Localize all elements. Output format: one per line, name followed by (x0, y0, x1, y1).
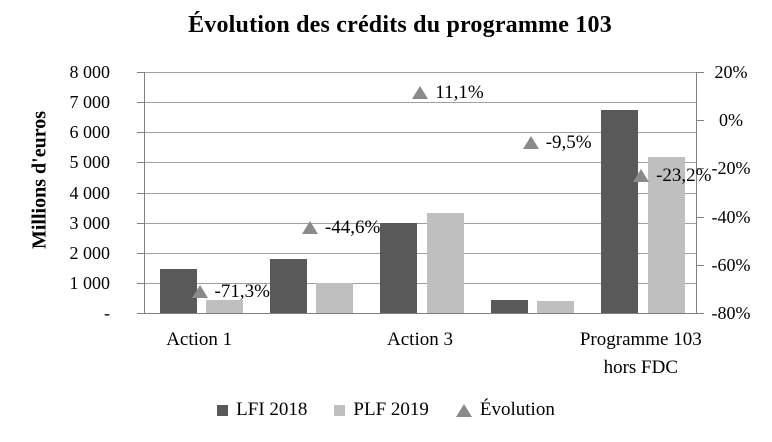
legend-label-plf-2019: PLF 2019 (353, 399, 429, 420)
y-axis-tick (137, 132, 144, 134)
gridline (144, 102, 696, 104)
right-axis-tick-label: 20% (714, 62, 748, 82)
bar-lfi-2018-g1 (159, 269, 197, 313)
gridline (144, 72, 696, 73)
y-axis-tick-label: - (104, 303, 110, 323)
evolution-label-g4: -9,5% (545, 132, 592, 154)
evolution-marker-g2 (301, 220, 318, 234)
evolution-label-g2: -44,6% (324, 216, 381, 238)
evolution-label-g3: 11,1% (435, 82, 484, 104)
evolution-marker-g5 (633, 169, 650, 183)
y-axis-tick (137, 162, 144, 164)
right-axis-tick (697, 216, 704, 218)
bar-plf-2019-g3 (426, 212, 464, 313)
evolution-triangle-icon (455, 403, 472, 417)
bar-lfi-2018-g2 (269, 258, 307, 313)
legend: LFI 2018 PLF 2019 Évolution (0, 397, 772, 423)
right-axis-tick-label: -20% (711, 158, 751, 179)
y-axis-tick-label: 8 000 (69, 62, 111, 82)
y-axis-tick-label: 2 000 (69, 242, 111, 263)
right-axis-line (696, 72, 697, 313)
bar-lfi-2018-g5 (601, 109, 639, 313)
gridline (144, 162, 696, 164)
plf-2019-swatch-icon (334, 404, 346, 416)
right-axis-tick-label: 0% (719, 110, 743, 131)
x-category-label-g5: Programme 103 hors FDC (579, 329, 702, 378)
right-axis-tick (697, 72, 704, 73)
chart-title: Évolution des crédits du programme 103 (188, 12, 612, 38)
gridline (144, 192, 696, 194)
gridline (144, 132, 696, 134)
legend-label-lfi-2018: LFI 2018 (236, 399, 308, 420)
right-axis-tick-label: -40% (711, 206, 751, 227)
y-axis-tick (137, 222, 144, 224)
evolution-marker-g3 (412, 86, 429, 100)
bar-lfi-2018-g4 (490, 300, 528, 313)
evolution-label-g5: -23,2% (656, 165, 712, 187)
gridline (144, 222, 696, 224)
evolution-marker-g1 (191, 285, 208, 299)
right-axis-tick (697, 168, 704, 170)
legend-label-evolution: Évolution (479, 399, 555, 420)
y-axis-tick-label: 5 000 (69, 152, 111, 173)
y-axis-tick-label: 7 000 (69, 92, 111, 113)
right-axis-tick-label: -80% (711, 303, 751, 323)
y-axis-tick (137, 72, 144, 73)
y-axis-tick (137, 192, 144, 194)
evolution-label-g1: -71,3% (214, 281, 270, 303)
gridline (144, 282, 696, 284)
bar-lfi-2018-g3 (380, 222, 418, 313)
y-axis-tick-label: 4 000 (69, 182, 111, 203)
x-axis-line (144, 313, 697, 314)
legend-item-plf-2019: PLF 2019 (334, 399, 429, 421)
bar-plf-2019-g4 (537, 301, 575, 313)
bar-plf-2019-g1 (206, 300, 243, 313)
right-axis-tick (697, 120, 704, 122)
y-axis-tick (137, 102, 144, 104)
lfi-2018-swatch-icon (217, 404, 229, 416)
gridline (144, 252, 696, 254)
y-axis-tick-label: 1 000 (69, 272, 111, 293)
y-axis-tick-label: 3 000 (69, 212, 111, 233)
y-axis-tick (137, 282, 144, 284)
right-axis-tick (697, 313, 704, 314)
y-axis-tick-label: 6 000 (69, 122, 111, 143)
right-axis-tick (697, 264, 704, 266)
y-axis-tick (137, 313, 144, 314)
evolution-marker-g4 (522, 136, 539, 150)
y-axis-tick (137, 252, 144, 254)
x-category-label-g1: Action 1 (166, 329, 233, 350)
legend-item-lfi-2018: LFI 2018 (217, 399, 307, 421)
x-category-label-g3: Action 3 (387, 329, 453, 350)
right-axis-tick-label: -60% (711, 254, 751, 275)
bar-plf-2019-g2 (316, 282, 354, 313)
y-axis-line (144, 72, 145, 313)
legend-item-evolution: Évolution (455, 399, 555, 421)
bar-plf-2019-g5 (647, 156, 685, 313)
